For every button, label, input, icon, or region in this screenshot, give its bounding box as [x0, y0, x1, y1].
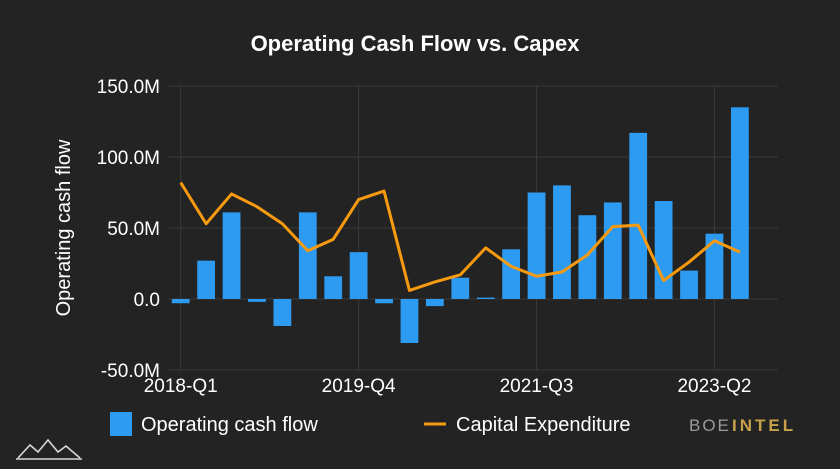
bar: [298, 212, 317, 299]
bar: [273, 299, 292, 326]
brand-text-boe: BOE: [689, 416, 731, 435]
y-tick-label: -50.0M: [101, 361, 160, 382]
y-tick-label: 100.0M: [97, 148, 160, 169]
bar: [603, 202, 622, 299]
bar: [730, 107, 749, 299]
bar: [553, 185, 571, 299]
legend-line-label: Capital Expenditure: [456, 414, 631, 436]
legend-bar-label: Operating cash flow: [141, 414, 318, 436]
x-tick-label: 2018-Q1: [144, 376, 218, 397]
bar: [197, 260, 216, 299]
bar: [425, 299, 444, 307]
x-axis: 2018-Q1 2019-Q4 2021-Q3 2023-Q2: [144, 376, 752, 397]
bar: [324, 276, 343, 299]
legend-bar-swatch: [110, 412, 132, 436]
line-series: [179, 181, 741, 292]
y-tick-label: 0.0: [134, 290, 160, 311]
x-tick-label: 2021-Q3: [500, 376, 574, 397]
bar: [349, 252, 368, 299]
chart-title: Operating Cash Flow vs. Capex: [251, 31, 581, 56]
bar: [451, 277, 470, 299]
bar: [578, 215, 597, 299]
legend: Operating cash flow Capital Expenditure: [110, 412, 631, 436]
bar: [171, 299, 190, 304]
grid: [168, 85, 778, 371]
mountain-logo-icon: [16, 438, 82, 460]
x-tick-label: 2019-Q4: [322, 376, 396, 397]
brand-text-intel: INTEL: [732, 416, 796, 435]
bar: [527, 192, 546, 299]
brand-logo: BOE INTEL: [689, 416, 796, 435]
bar: [629, 132, 648, 299]
capex-line: [179, 181, 741, 292]
bar: [680, 270, 698, 299]
bar: [375, 299, 393, 304]
bar: [248, 299, 266, 302]
bar: [654, 201, 673, 299]
bar: [502, 249, 521, 299]
bar: [400, 299, 419, 344]
y-axis: -50.0M 0.0 50.0M 100.0M 150.0M: [97, 77, 160, 382]
bar: [705, 233, 724, 299]
bar-series: [171, 107, 749, 344]
y-tick-label: 150.0M: [97, 77, 160, 98]
bar: [222, 212, 241, 299]
y-tick-label: 50.0M: [107, 219, 160, 240]
bar: [476, 297, 495, 299]
y-axis-label: Operating cash flow: [53, 139, 75, 316]
x-tick-label: 2023-Q2: [677, 376, 751, 397]
